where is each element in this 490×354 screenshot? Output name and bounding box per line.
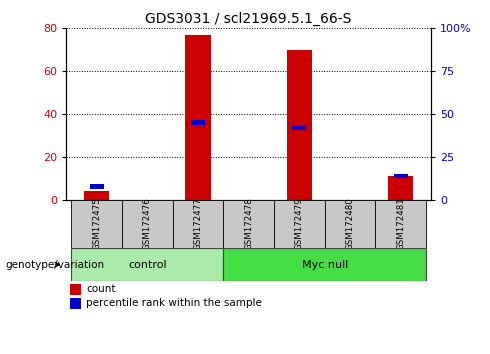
Bar [185,35,211,200]
Bar [90,184,103,189]
Bar [293,126,306,130]
Text: GSM172479: GSM172479 [295,198,304,250]
Text: Myc null: Myc null [301,259,348,270]
Text: GSM172477: GSM172477 [194,198,202,250]
Bar [84,192,109,200]
Text: percentile rank within the sample: percentile rank within the sample [86,298,262,308]
Bar [191,120,205,125]
Text: GSM172478: GSM172478 [244,198,253,250]
Bar [287,50,312,200]
Bar [70,298,81,309]
Bar [71,200,122,248]
Bar [71,248,223,281]
Bar [388,176,414,200]
Bar [325,200,375,248]
Text: GSM172480: GSM172480 [345,198,355,250]
Bar [394,173,408,178]
Text: genotype/variation: genotype/variation [5,259,104,270]
Title: GDS3031 / scl21969.5.1_66-S: GDS3031 / scl21969.5.1_66-S [146,12,352,26]
Bar [122,200,172,248]
Text: GSM172481: GSM172481 [396,198,405,250]
Bar [70,284,81,295]
Bar [172,200,223,248]
Bar [274,200,325,248]
Bar [375,200,426,248]
Bar [223,200,274,248]
Text: GSM172476: GSM172476 [143,198,152,250]
Text: control: control [128,259,167,270]
Text: count: count [86,284,116,294]
Bar [223,248,426,281]
Text: GSM172475: GSM172475 [92,198,101,250]
